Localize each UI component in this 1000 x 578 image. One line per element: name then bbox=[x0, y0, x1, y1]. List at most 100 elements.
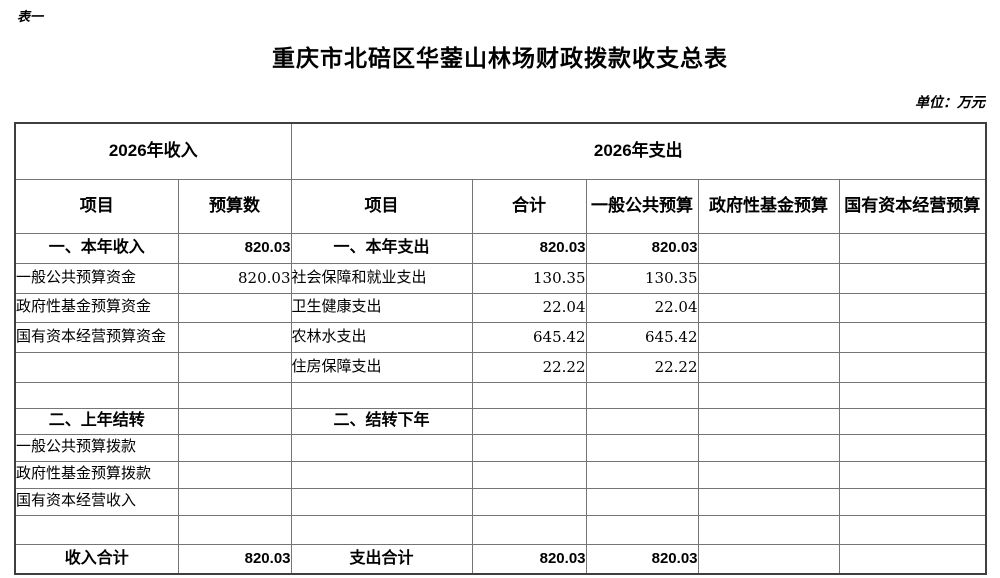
table-cell bbox=[838, 292, 987, 323]
table-cell bbox=[697, 514, 840, 545]
corner-label: 表一 bbox=[17, 10, 44, 25]
table-cell: 645.42 bbox=[471, 321, 587, 353]
table-cell bbox=[697, 487, 840, 516]
table-cell bbox=[177, 460, 292, 489]
table-cell bbox=[697, 407, 840, 435]
table-cell bbox=[697, 292, 840, 323]
table-row: 一般公共预算拨款 bbox=[14, 433, 987, 462]
table-cell: 645.42 bbox=[585, 321, 699, 353]
table-cell: 政府性基金预算资金 bbox=[14, 292, 179, 323]
table-cell: 820.03 bbox=[177, 232, 292, 264]
page-title: 重庆市北碚区华蓥山林场财政拨款收支总表 bbox=[272, 45, 728, 71]
table-cell bbox=[177, 292, 292, 323]
table-cell bbox=[471, 514, 587, 545]
table-row: 国有资本经营预算资金 农林水支出 645.42 645.42 bbox=[14, 321, 987, 353]
column-header: 一般公共预算 bbox=[585, 178, 699, 234]
table-cell: 国有资本经营收入 bbox=[14, 487, 179, 516]
table-cell bbox=[14, 351, 179, 383]
table-cell bbox=[838, 487, 987, 516]
table-row bbox=[14, 514, 987, 545]
table-cell bbox=[838, 351, 987, 383]
table-cell bbox=[697, 381, 840, 409]
table-row: 收入合计 820.03 支出合计 820.03 820.03 bbox=[14, 543, 987, 575]
table-cell bbox=[838, 321, 987, 353]
table-cell: 130.35 bbox=[471, 262, 587, 294]
table-cell bbox=[697, 351, 840, 383]
section-header: 2026年收入 bbox=[14, 122, 292, 180]
table-cell: 一、本年支出 bbox=[290, 232, 473, 264]
table-cell bbox=[585, 433, 699, 462]
table-cell: 国有资本经营预算资金 bbox=[14, 321, 179, 353]
table-cell bbox=[697, 543, 840, 575]
table-header: 2026年收入 2026年支出 项目 预算数 项目 合计 一般公共预算 政府性基金预算 国有资本… bbox=[14, 122, 987, 234]
table-cell bbox=[177, 433, 292, 462]
table-cell: 政府性基金预算拨款 bbox=[14, 460, 179, 489]
table-cell: 二、结转下年 bbox=[290, 407, 473, 435]
table-cell bbox=[697, 232, 840, 264]
table-cell bbox=[177, 351, 292, 383]
column-header: 项目 bbox=[14, 178, 179, 234]
budget-table: 2026年收入 2026年支出 项目 预算数 项目 合计 一般公共预算 政府性基金预算 国有资本… bbox=[14, 122, 988, 575]
table-cell: 820.03 bbox=[585, 232, 699, 264]
table-cell: 22.04 bbox=[585, 292, 699, 323]
table-cell bbox=[471, 433, 587, 462]
column-header: 合计 bbox=[471, 178, 587, 234]
table-cell bbox=[838, 232, 987, 264]
table-cell bbox=[471, 381, 587, 409]
table-cell: 820.03 bbox=[177, 262, 292, 294]
table-cell bbox=[290, 514, 473, 545]
table-cell bbox=[177, 487, 292, 516]
table-cell: 支出合计 bbox=[290, 543, 473, 575]
table-row: 政府性基金预算拨款 bbox=[14, 460, 987, 489]
table-row: 一、本年收入 820.03 一、本年支出 820.03 820.03 bbox=[14, 232, 987, 264]
table-cell bbox=[697, 460, 840, 489]
table-cell: 820.03 bbox=[177, 543, 292, 575]
table-cell: 社会保障和就业支出 bbox=[290, 262, 473, 294]
table-cell: 一、本年收入 bbox=[14, 232, 179, 264]
unit-label: 单位：万元 bbox=[915, 95, 985, 111]
table-row bbox=[14, 381, 987, 409]
table-cell bbox=[290, 460, 473, 489]
table-cell: 收入合计 bbox=[14, 543, 179, 575]
table-cell bbox=[177, 514, 292, 545]
table-cell: 二、上年结转 bbox=[14, 407, 179, 435]
table-cell bbox=[697, 433, 840, 462]
table-cell: 一般公共预算资金 bbox=[14, 262, 179, 294]
table-cell: 卫生健康支出 bbox=[290, 292, 473, 323]
table-cell: 820.03 bbox=[471, 543, 587, 575]
column-header: 国有资本经营预算 bbox=[838, 178, 987, 234]
table-cell: 22.22 bbox=[585, 351, 699, 383]
table-cell: 130.35 bbox=[585, 262, 699, 294]
table-cell bbox=[177, 381, 292, 409]
table-cell bbox=[177, 407, 292, 435]
table-cell bbox=[697, 262, 840, 294]
table-cell: 22.22 bbox=[471, 351, 587, 383]
table-cell bbox=[585, 407, 699, 435]
table-cell bbox=[177, 321, 292, 353]
section-header: 2026年支出 bbox=[290, 122, 987, 180]
table-cell: 820.03 bbox=[471, 232, 587, 264]
table-cell bbox=[471, 407, 587, 435]
table-cell bbox=[471, 460, 587, 489]
table-row: 一般公共预算资金 820.03 社会保障和就业支出 130.35 130.35 bbox=[14, 262, 987, 294]
table-row: 二、上年结转 二、结转下年 bbox=[14, 407, 987, 435]
table-cell: 农林水支出 bbox=[290, 321, 473, 353]
table-row: 政府性基金预算资金 卫生健康支出 22.04 22.04 bbox=[14, 292, 987, 323]
column-header: 项目 bbox=[290, 178, 473, 234]
table-row: 国有资本经营收入 bbox=[14, 487, 987, 516]
table-cell bbox=[838, 460, 987, 489]
table-cell: 一般公共预算拨款 bbox=[14, 433, 179, 462]
table-cell bbox=[585, 487, 699, 516]
table-cell bbox=[471, 487, 587, 516]
table-cell bbox=[838, 433, 987, 462]
table-cell bbox=[290, 487, 473, 516]
table-cell bbox=[14, 514, 179, 545]
table-cell bbox=[838, 407, 987, 435]
table-cell bbox=[838, 262, 987, 294]
table-cell bbox=[838, 543, 987, 575]
table-cell: 820.03 bbox=[585, 543, 699, 575]
table-cell bbox=[585, 460, 699, 489]
table-cell bbox=[838, 514, 987, 545]
table-cell: 22.04 bbox=[471, 292, 587, 323]
table-cell bbox=[290, 381, 473, 409]
